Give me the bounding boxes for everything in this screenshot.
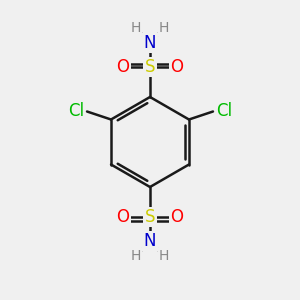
Text: Cl: Cl [68,103,84,121]
Text: O: O [116,58,130,76]
Text: H: H [159,249,169,263]
Text: N: N [144,34,156,52]
Text: S: S [145,58,155,76]
Text: O: O [116,208,130,226]
Text: O: O [170,208,184,226]
Text: H: H [131,21,141,35]
Text: H: H [131,249,141,263]
Text: H: H [159,21,169,35]
Text: O: O [170,58,184,76]
Text: S: S [145,208,155,226]
Text: N: N [144,232,156,250]
Text: Cl: Cl [216,103,232,121]
